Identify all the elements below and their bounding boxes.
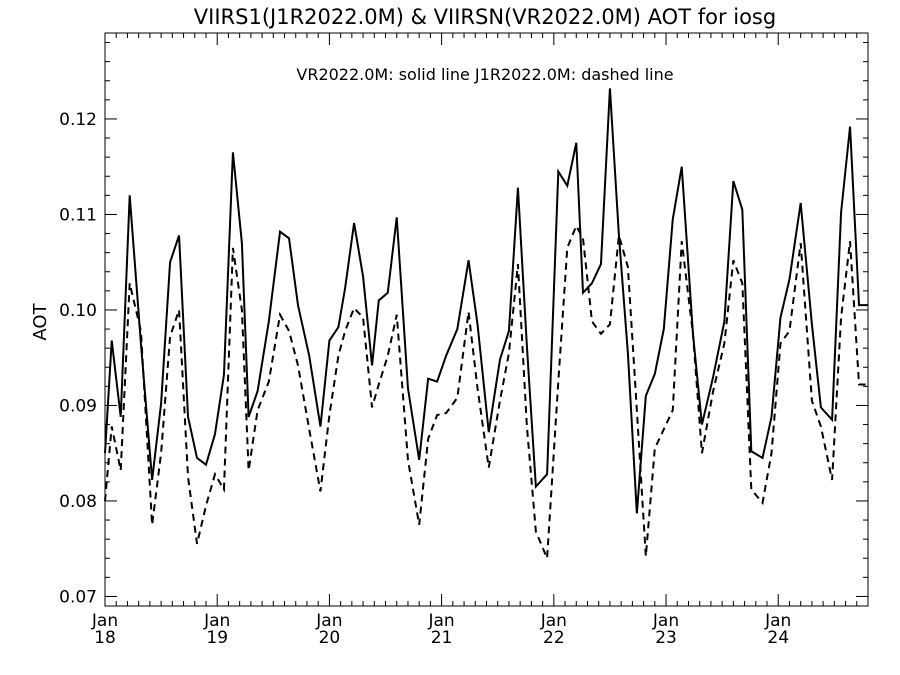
y-tick-label: 0.09: [59, 396, 97, 416]
x-tick-label-month: Jan: [540, 611, 567, 631]
plot-frame: [104, 32, 869, 607]
y-tick-label: 0.07: [59, 587, 97, 607]
series-layer: [104, 88, 868, 559]
x-tick-label-month: Jan: [652, 611, 679, 631]
y-tick-label: 0.12: [59, 110, 97, 130]
line-style-legend: VR2022.0M: solid line J1R2022.0M: dashed…: [296, 65, 673, 84]
x-tick-label-month: Jan: [764, 611, 791, 631]
y-tick-label: 0.08: [59, 492, 97, 512]
x-tick-label-day: 20: [319, 628, 341, 648]
y-tick-label: 0.11: [59, 205, 97, 225]
x-tick-label-day: 18: [94, 628, 116, 648]
axis-tick-labels: 0.070.080.090.100.110.12Jan18Jan19Jan20J…: [59, 110, 791, 648]
series-line-vr2022-0m: [104, 88, 868, 514]
series-line-j1r2022-0m: [104, 223, 868, 559]
x-tick-label-day: 19: [206, 628, 228, 648]
x-tick-label-day: 23: [655, 628, 677, 648]
y-tick-label: 0.10: [59, 301, 97, 321]
x-tick-label-month: Jan: [91, 611, 118, 631]
y-axis-label: AOT: [30, 302, 51, 340]
x-tick-label-month: Jan: [203, 611, 230, 631]
x-tick-label-month: Jan: [428, 611, 455, 631]
x-tick-label-month: Jan: [315, 611, 342, 631]
x-tick-label-day: 22: [543, 628, 565, 648]
axis-ticks: [104, 33, 869, 606]
x-tick-label-day: 24: [767, 628, 789, 648]
x-tick-label-day: 21: [431, 628, 453, 648]
chart-title: VIIRS1(J1R2022.0M) & VIIRSN(VR2022.0M) A…: [194, 5, 776, 29]
